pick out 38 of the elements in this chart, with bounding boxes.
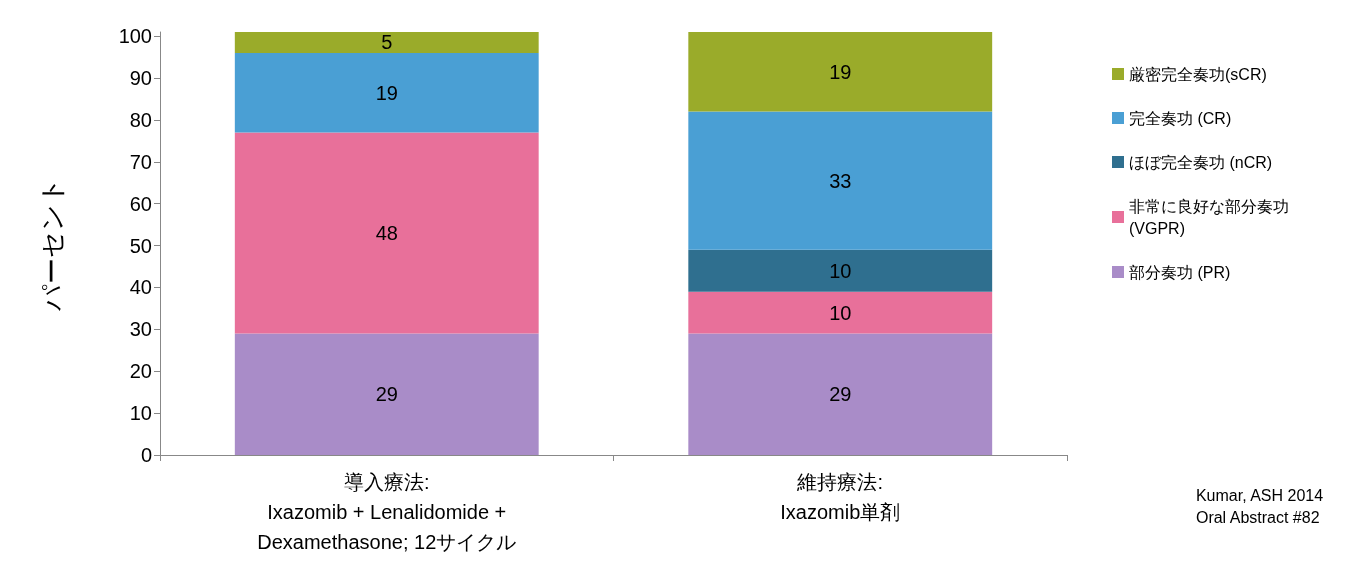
legend-label: 非常に良好な部分奏功 (VGPR) [1129,197,1294,237]
y-tick-label: 90 [129,67,152,90]
y-tick-label: 70 [129,150,152,173]
data-label: 33 [829,169,852,192]
bar [688,111,993,250]
bar [688,249,993,292]
y-axis-title: パーセント [37,176,67,312]
legend-label: 完全奏功 (CR) [1129,109,1232,127]
data-label: 19 [375,81,398,104]
data-label: 5 [381,31,393,54]
data-label: 10 [829,301,852,324]
legend-label: ほぼ完全奏功 (nCR) [1129,153,1273,171]
data-label: 29 [375,383,398,406]
text: Kumar, ASH 2014 Oral Abstract #82 [1195,486,1324,526]
x-tick-label: 導入療法: Ixazomib + Lenalidomide + Dexamethasone; 12サイクル [257,471,517,553]
y-tick-label: 80 [129,108,152,131]
y-tick-label: 30 [129,318,152,341]
y-tick-label: 10 [129,402,152,425]
y-tick-label: 40 [129,276,152,299]
data-label: 48 [375,222,398,245]
legend-label: 部分奏功 (PR) [1129,263,1231,281]
y-tick-label: 0 [140,444,152,466]
legend-label: 厳密完全奏功(sCR) [1129,65,1267,83]
data-label: 19 [829,60,852,83]
y-tick-label: 20 [129,360,152,383]
bar [688,32,993,112]
data-label: 10 [829,259,852,282]
bar [234,52,539,133]
y-tick-label: 50 [129,234,152,257]
bar [234,333,539,455]
y-tick-label: 100 [118,25,152,48]
bar [234,32,539,53]
bar [234,132,539,334]
x-tick-label: 維持療法: Ixazomib単剤 [780,471,901,523]
y-tick-label: 60 [129,192,152,215]
bar [688,291,993,334]
data-label: 29 [829,383,852,406]
bar [688,333,993,455]
